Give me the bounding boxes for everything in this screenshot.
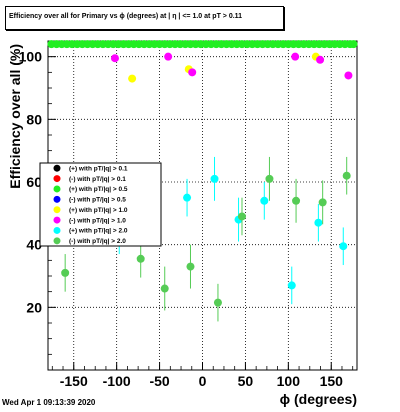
data-point [318, 198, 327, 207]
legend-marker [53, 185, 61, 193]
y-tick-label: 100 [19, 49, 43, 65]
legend-marker [53, 206, 61, 214]
data-point [316, 55, 325, 64]
data-point [183, 193, 192, 202]
plot-title: Efficiency over all for Primary vs ϕ (de… [9, 13, 243, 20]
y-tick-label: 20 [26, 299, 42, 315]
x-tick-label: 100 [277, 373, 301, 389]
x-tick-label: -150 [60, 373, 88, 389]
x-tick-label: -100 [103, 373, 131, 389]
x-tick-label: 150 [320, 373, 344, 389]
legend-entry: (+) with pT/|q| > 2.0 [69, 228, 128, 235]
data-point [136, 254, 145, 263]
legend-entry: (+) with pT/|q| > 1.0 [69, 207, 128, 214]
legend-entry: (-) with pT/|q| > 1.0 [69, 217, 126, 224]
legend-entry: (-) with pT/|q| > 0.5 [69, 197, 126, 204]
legend-box [39, 162, 162, 247]
legend-marker [53, 226, 61, 234]
x-axis-label: ϕ (degrees) [280, 391, 357, 407]
data-point [237, 212, 246, 221]
data-point [287, 281, 296, 290]
data-point [314, 218, 323, 227]
data-point [339, 242, 348, 251]
data-point [61, 268, 70, 277]
y-tick-label: 80 [26, 111, 42, 127]
legend-marker [53, 195, 61, 203]
y-axis-label: Efficiency over all (%) [7, 44, 23, 189]
legend-marker [53, 164, 61, 172]
legend-marker [53, 237, 61, 245]
legend-entry: (+) with pT/|q| > 0.5 [69, 186, 128, 193]
timestamp: Wed Apr 1 09:13:39 2020 [2, 398, 96, 407]
series-group [110, 52, 353, 80]
x-tick-label: 0 [199, 373, 207, 389]
data-point [110, 54, 119, 63]
data-point [260, 196, 269, 205]
data-point [164, 52, 173, 61]
data-point [344, 71, 353, 80]
plot-title-box: Efficiency over all for Primary vs ϕ (de… [5, 6, 284, 30]
data-point [291, 52, 300, 61]
x-tick-label: 50 [238, 373, 254, 389]
data-point [349, 40, 358, 49]
data-point [210, 174, 219, 183]
legend-entry: (-) with pT/|q| > 2.0 [69, 238, 126, 245]
data-point [342, 171, 351, 180]
x-tick-label: -50 [149, 373, 169, 389]
data-point [213, 298, 222, 307]
data-point [265, 174, 274, 183]
data-point [160, 284, 169, 293]
data-point [128, 74, 137, 83]
y-tick-label: 40 [26, 237, 42, 253]
data-point [188, 68, 197, 77]
data-point [292, 196, 301, 205]
series-group [47, 40, 358, 49]
legend-marker [53, 175, 61, 183]
data-point [186, 262, 195, 271]
series-group [61, 156, 351, 322]
legend-entry: (-) with pT/|q| > 0.1 [69, 176, 126, 183]
legend-marker [53, 216, 61, 224]
legend-entry: (+) with pT/|q| > 0.1 [69, 165, 128, 172]
y-tick-label: 60 [26, 174, 42, 190]
